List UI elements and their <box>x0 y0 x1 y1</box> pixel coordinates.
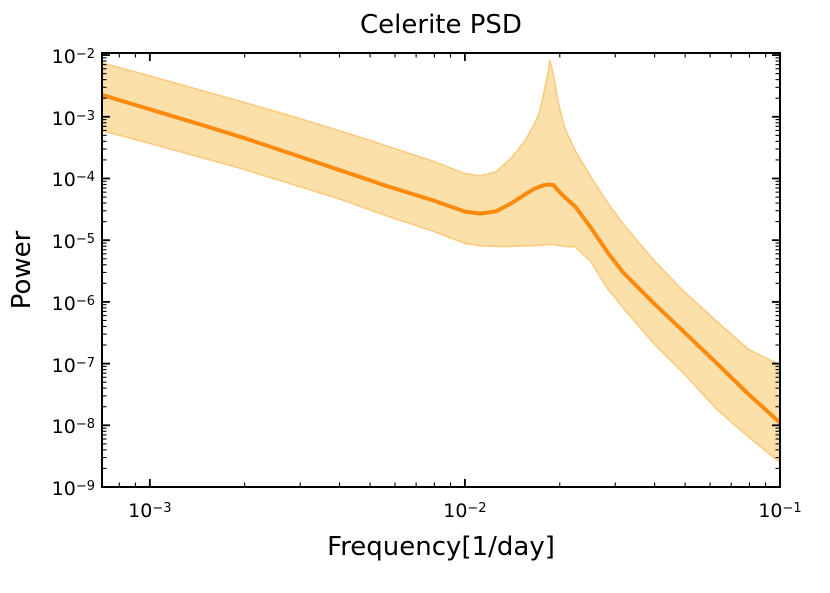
confidence-band-upper-edge <box>102 59 780 366</box>
axes-spines <box>101 52 781 488</box>
y-axis-label: Power <box>7 230 37 310</box>
chart-title: Celerite PSD <box>360 10 522 40</box>
confidence-band <box>103 60 780 463</box>
psd-median-line <box>102 93 780 425</box>
x-axis-label: Frequency[1/day] <box>327 532 555 562</box>
confidence-band-lower-edge <box>102 130 780 464</box>
